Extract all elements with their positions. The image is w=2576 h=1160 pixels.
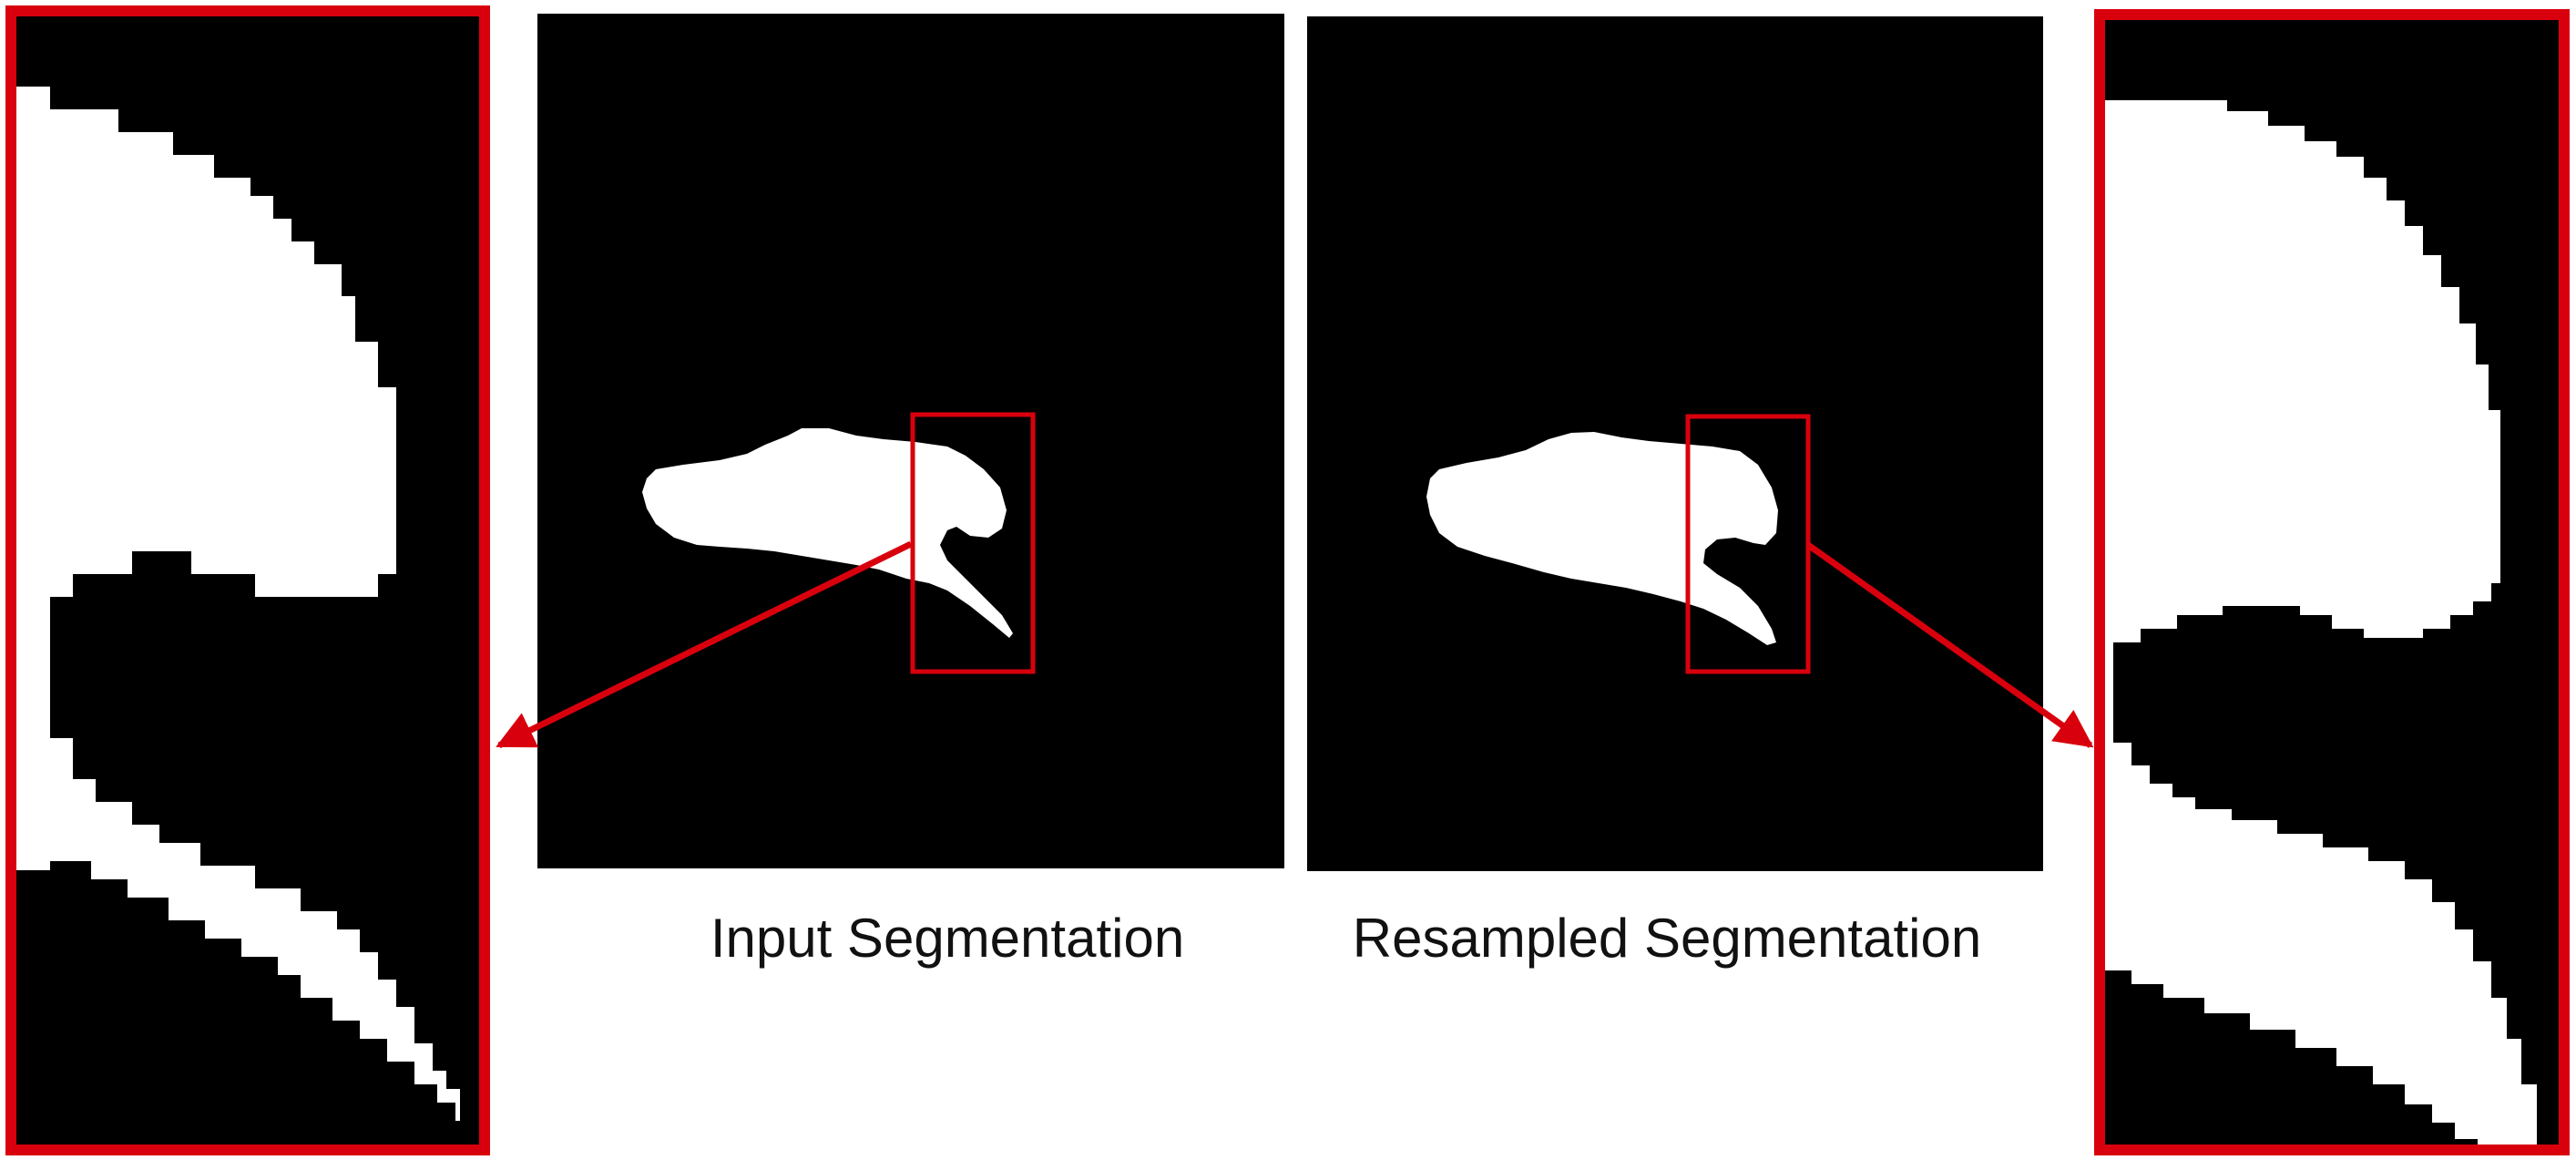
resampled-zoom-lower-mask (2100, 656, 2537, 1150)
resampled-zoom-inset (2094, 9, 2570, 1155)
input-zoom-lower-mask (11, 615, 460, 1121)
input-zoom-arrow (496, 540, 913, 749)
input-segmentation-caption: Input Segmentation (710, 908, 1185, 969)
resampled-zoom-arrow (1805, 542, 2094, 748)
input-zoom-upper-mask (11, 87, 414, 615)
input-mask-shape (642, 428, 1013, 638)
resampled-segmentation-caption: Resampled Segmentation (1352, 908, 1982, 969)
resampled-highlight-box (1685, 414, 1811, 674)
resampled-segmentation-panel (1307, 16, 2043, 871)
input-segmentation-panel (537, 14, 1284, 868)
input-zoom-frame (5, 5, 490, 1155)
input-highlight-box (910, 412, 1036, 674)
resampled-zoom-frame (2094, 9, 2570, 1155)
resampled-zoom-upper-mask (2100, 100, 2500, 656)
input-zoom-inset (5, 5, 490, 1155)
